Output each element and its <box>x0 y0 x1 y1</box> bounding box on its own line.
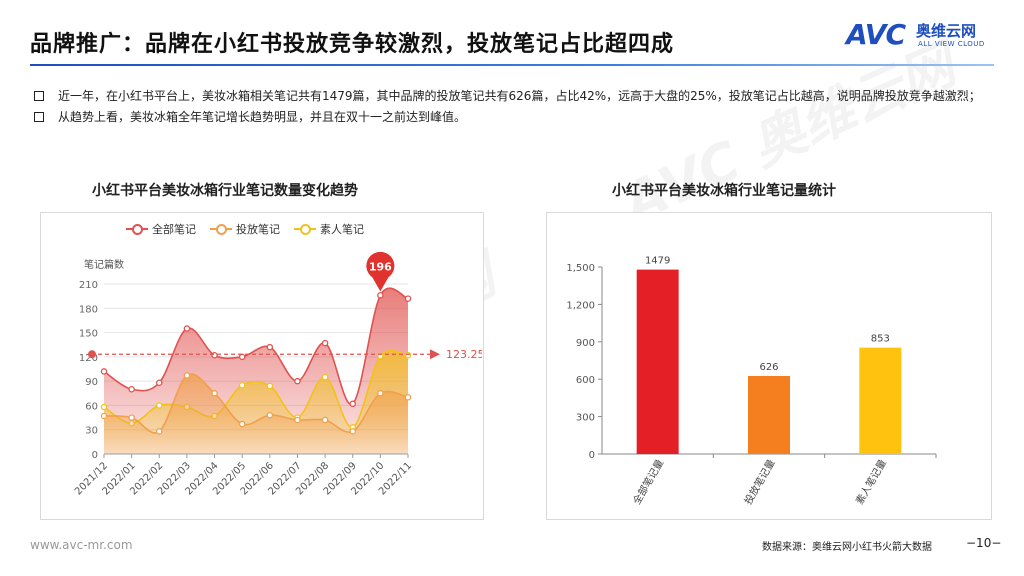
legend-item-all[interactable]: 全部笔记 <box>126 221 196 237</box>
y-tick-label: 900 <box>576 338 595 349</box>
bar <box>748 375 790 454</box>
logo-mark: AVC <box>846 18 906 51</box>
point-placed <box>377 390 384 397</box>
y-tick-label: 90 <box>85 377 98 388</box>
point-placed <box>404 394 412 401</box>
legend-line-icon <box>294 224 316 235</box>
point-all <box>294 377 301 385</box>
average-arrow-icon <box>430 349 440 360</box>
point-all <box>377 292 384 299</box>
legend-label: 投放笔记 <box>236 223 280 236</box>
y-tick-label: 0 <box>92 450 98 461</box>
y-tick-label: 30 <box>85 426 98 437</box>
bar-value-label: 626 <box>759 362 778 373</box>
bullet-text: 从趋势上看，美妆冰箱全年笔记增长趋势明显，并且在双十一之前达到峰值。 <box>58 110 467 124</box>
bar <box>859 347 902 454</box>
point-organic <box>266 382 274 390</box>
bar-value-label: 1479 <box>645 256 670 267</box>
brand-logo: AVC 奥维云网 ALL VIEW CLOUD <box>846 18 996 54</box>
legend-label: 全部笔记 <box>152 223 196 236</box>
area-placed <box>104 374 408 454</box>
legend-label: 素人笔记 <box>320 223 364 236</box>
point-all <box>349 400 356 408</box>
y-tick-label: 120 <box>79 353 98 364</box>
bar-chart-title: 小红书平台美妆冰箱行业笔记量统计 <box>612 183 836 199</box>
point-organic <box>100 403 108 411</box>
line-chart-legend: 全部笔记 投放笔记 素人笔记 <box>126 221 364 237</box>
y-tick-label: 300 <box>576 413 595 424</box>
bar-chart-panel <box>546 212 992 520</box>
logo-cn-text: 奥维云网 <box>916 22 977 40</box>
point-placed <box>238 420 246 428</box>
point-all <box>266 343 274 351</box>
checkbox-square-icon <box>34 112 44 122</box>
x-tick-label: 投放笔记量 <box>741 457 777 507</box>
point-all <box>321 339 329 347</box>
y-tick-label: 1,200 <box>566 300 595 311</box>
point-placed <box>100 412 108 420</box>
y-tick-label: 150 <box>79 329 98 340</box>
point-all <box>211 351 218 359</box>
average-start-marker <box>88 350 96 359</box>
point-all <box>100 368 108 375</box>
x-tick-label: 素人笔记量 <box>853 457 889 507</box>
y-axis-title: 笔记篇数 <box>84 258 124 271</box>
point-placed <box>183 372 191 379</box>
line-chart-title: 小红书平台美妆冰箱行业笔记数量变化趋势 <box>92 183 358 199</box>
footer-url[interactable]: www.avc-mr.com <box>30 538 133 552</box>
point-all <box>156 379 163 387</box>
bar-chart: 0 300 600 900 1,200 1,500 1479 全部笔记量 626 投放笔记量 853… <box>566 256 937 507</box>
point-organic <box>321 373 329 381</box>
title-divider <box>30 64 994 66</box>
point-organic <box>238 381 246 389</box>
y-tick-label: 180 <box>79 304 98 315</box>
legend-item-organic[interactable]: 素人笔记 <box>294 221 364 237</box>
peak-label: 196 <box>369 260 392 273</box>
average-label: 123.25 <box>446 348 482 361</box>
y-tick-label: 210 <box>79 280 98 291</box>
x-tick-label: 全部笔记量 <box>630 457 666 507</box>
point-organic <box>404 351 412 359</box>
legend-line-icon <box>210 224 232 235</box>
point-placed <box>128 414 135 421</box>
y-tick-label: 60 <box>85 401 98 412</box>
checkbox-square-icon <box>34 91 44 101</box>
point-all <box>238 353 246 361</box>
summary-bullets: 近一年，在小红书平台上，美妆冰箱相关笔记共有1479篇，其中品牌的投放笔记共有6… <box>30 86 1000 128</box>
y-tick-label: 1,500 <box>566 263 595 274</box>
point-placed <box>294 416 301 424</box>
point-placed <box>321 416 329 424</box>
point-all <box>183 325 191 332</box>
point-all <box>404 295 412 302</box>
page-title: 品牌推广：品牌在小红书投放竞争较激烈，投放笔记占比超四成 <box>30 32 675 57</box>
bar-value-label: 853 <box>871 334 890 345</box>
point-placed <box>156 428 163 435</box>
bullet-item: 从趋势上看，美妆冰箱全年笔记增长趋势明显，并且在双十一之前达到峰值。 <box>30 107 1000 128</box>
point-placed <box>349 428 356 435</box>
data-source-note: 数据来源：奥维云网小红书火箭大数据 <box>762 542 932 553</box>
bullet-text: 近一年，在小红书平台上，美妆冰箱相关笔记共有1479篇，其中品牌的投放笔记共有6… <box>58 89 981 103</box>
point-organic <box>156 402 163 409</box>
bullet-item: 近一年，在小红书平台上，美妆冰箱相关笔记共有1479篇，其中品牌的投放笔记共有6… <box>30 86 1000 107</box>
bar <box>636 269 679 454</box>
peak-pin-icon <box>366 251 395 292</box>
legend-line-icon <box>126 224 148 235</box>
line-chart: 笔记篇数03060901201501802102021/122022/01202… <box>73 251 482 497</box>
point-placed <box>211 390 218 397</box>
y-tick-label: 0 <box>589 450 595 461</box>
logo-en-text: ALL VIEW CLOUD <box>918 40 985 48</box>
legend-item-placed[interactable]: 投放笔记 <box>210 221 280 237</box>
point-placed <box>266 411 274 419</box>
point-all <box>128 385 135 393</box>
page-number: −10− <box>966 536 1002 550</box>
y-tick-label: 600 <box>576 375 595 386</box>
